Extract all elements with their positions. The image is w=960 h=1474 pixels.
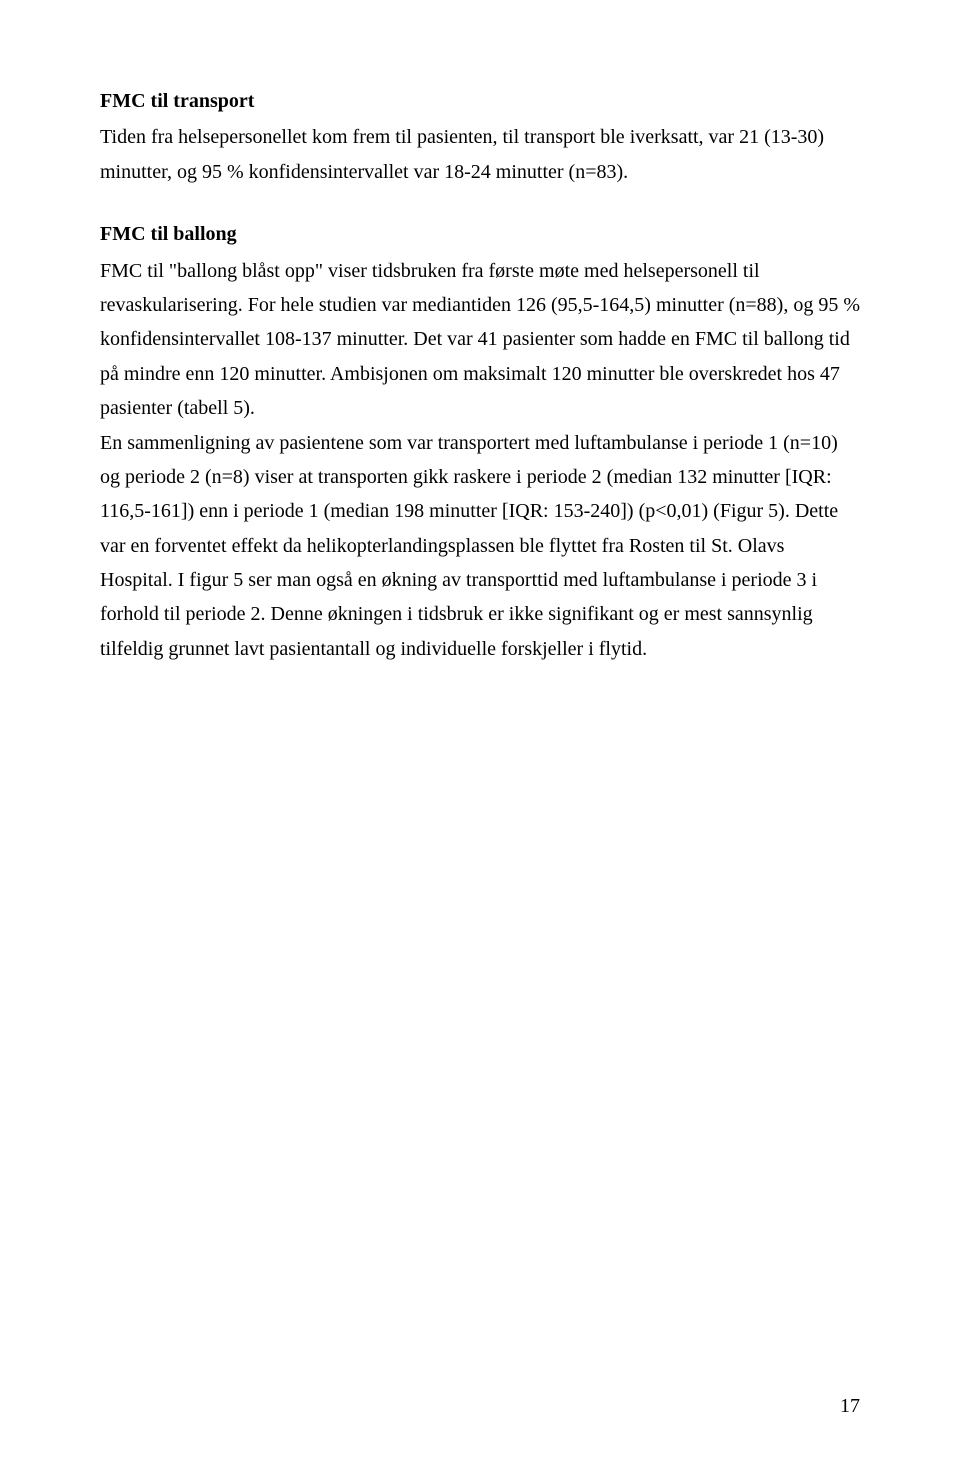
section1-body: Tiden fra helsepersonellet kom frem til … (100, 120, 860, 189)
section2-body-1: FMC til "ballong blåst opp" viser tidsbr… (100, 254, 860, 426)
section2-body-2: En sammenligning av pasientene som var t… (100, 426, 860, 667)
page-content: FMC til transport Tiden fra helsepersone… (0, 0, 960, 726)
section1-heading: FMC til transport (100, 84, 860, 118)
page-number: 17 (840, 1395, 860, 1418)
section2-heading: FMC til ballong (100, 217, 860, 251)
